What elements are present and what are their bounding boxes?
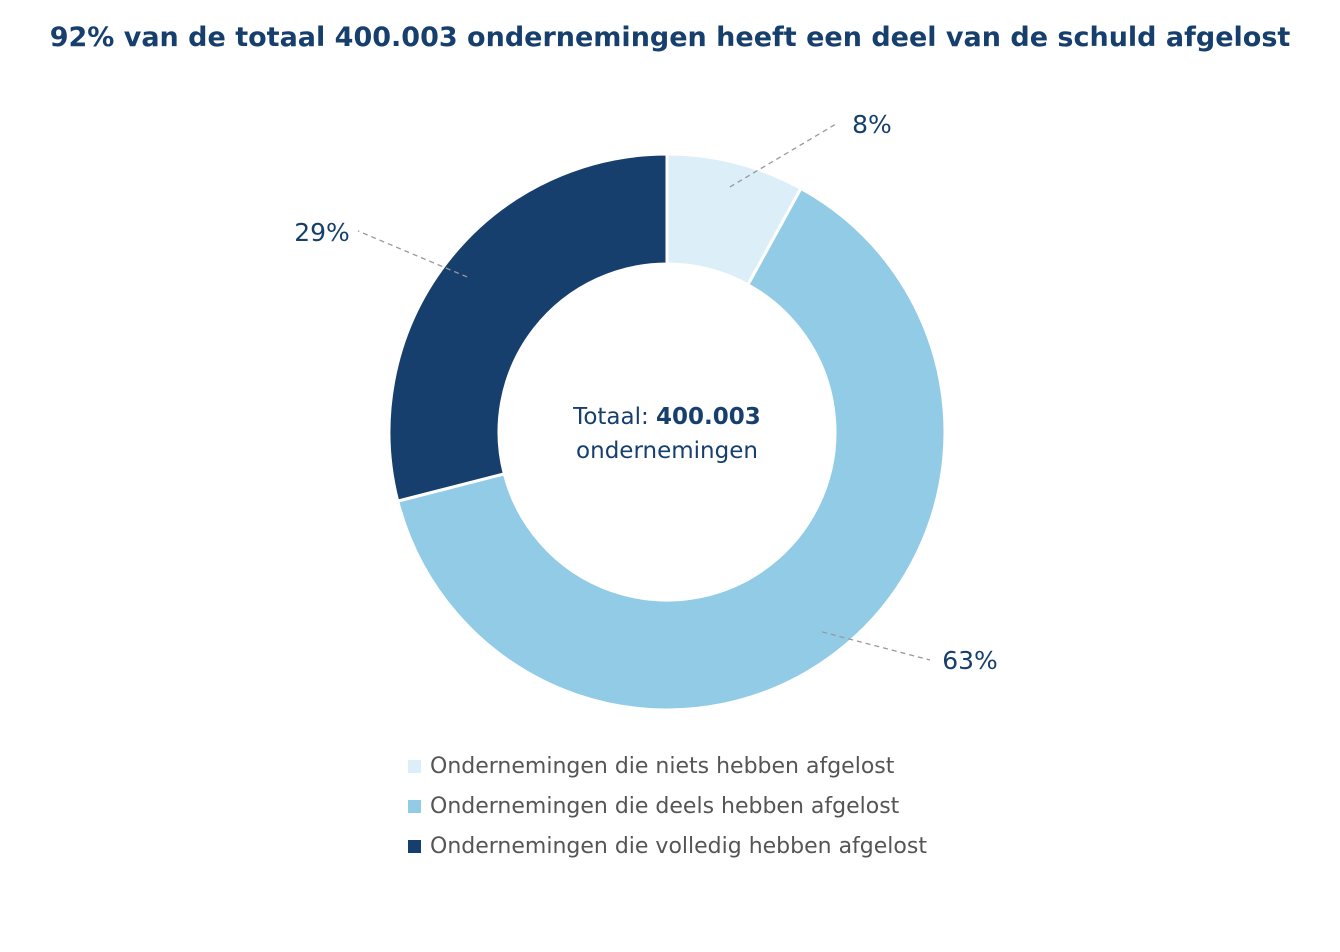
donut-slices [387,152,947,712]
legend-swatch [408,839,421,853]
slice-value-label-2: 29% [294,218,350,247]
legend-swatch [408,759,421,773]
legend-swatch [408,799,421,813]
slice-labels: 8% 63% 29% [294,110,998,675]
legend-label: Ondernemingen die deels hebben afgelost [430,793,900,819]
leader-line-1 [821,631,931,661]
center-label-value: 400.003 [656,404,761,430]
center-label-line-2: ondernemingen [576,438,758,464]
chart-title: 92% van de totaal 400.003 ondernemingen … [49,22,1291,53]
legend-item-deels: Ondernemingen die deels hebben afgelost [408,786,927,826]
legend-item-volledig: Ondernemingen die volledig hebben afgelo… [408,826,927,866]
legend-label: Ondernemingen die niets hebben afgelost [430,753,895,779]
slice-value-label-1: 63% [942,646,998,675]
leader-line-2 [357,230,468,278]
leader-lines [357,123,931,661]
donut-slice-1 [395,186,947,712]
donut-slice-2 [387,152,669,503]
legend-label: Ondernemingen die volledig hebben afgelo… [430,833,927,859]
slice-value-label-0: 8% [852,110,892,139]
legend-item-niets: Ondernemingen die niets hebben afgelost [408,746,927,786]
legend: Ondernemingen die niets hebben afgelost … [408,746,927,866]
leader-line-0 [729,123,837,188]
center-label-prefix: Totaal: [572,404,656,430]
center-label-line-1: Totaal: 400.003 [572,404,761,430]
